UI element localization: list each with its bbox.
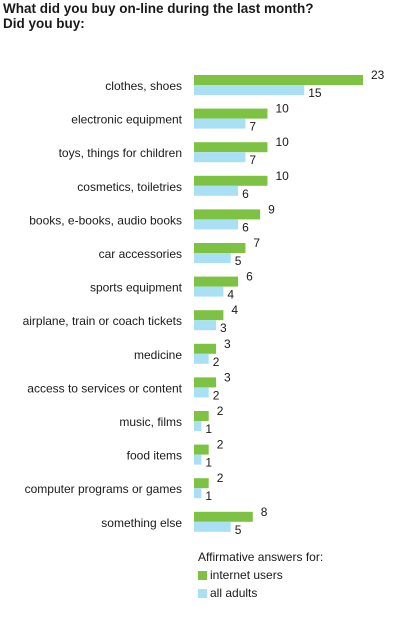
value-label-all-adults-computer-programs-or-games: 1 [205, 489, 212, 503]
value-label-all-adults-books-e-books-audio-books: 6 [242, 220, 249, 234]
category-label-access-to-services-or-content: access to services or content [27, 381, 182, 395]
value-label-internet-users-clothes-shoes: 23 [371, 68, 385, 82]
value-label-all-adults-medicine: 2 [213, 355, 220, 369]
value-label-internet-users-food-items: 2 [217, 438, 224, 452]
category-label-sports-equipment: sports equipment [90, 281, 183, 295]
value-label-internet-users-computer-programs-or-games: 2 [217, 471, 224, 485]
legend-swatch-internet-users [198, 570, 207, 580]
bar-internet-users-access-to-services-or-content [194, 377, 217, 388]
category-label-something-else: something else [101, 516, 182, 530]
bar-all-adults-airplane-train-or-coach-tickets [194, 320, 217, 331]
bar-internet-users-something-else [194, 511, 253, 522]
bar-internet-users-medicine [194, 343, 217, 354]
value-label-all-adults-something-else: 5 [235, 523, 242, 537]
category-label-medicine: medicine [134, 348, 182, 362]
bar-internet-users-airplane-train-or-coach-tickets [194, 310, 224, 321]
bar-all-adults-electronic-equipment [194, 118, 246, 129]
bar-all-adults-food-items [194, 454, 202, 465]
value-label-all-adults-toys-things-for-children: 7 [249, 153, 256, 167]
value-label-internet-users-medicine: 3 [224, 337, 231, 351]
category-label-electronic-equipment: electronic equipment [71, 113, 182, 127]
legend-heading: Affirmative answers for: [198, 550, 324, 564]
value-label-internet-users-books-e-books-audio-books: 9 [268, 202, 275, 216]
legend-swatch-all-adults [198, 588, 207, 598]
category-label-computer-programs-or-games: computer programs or games [25, 482, 182, 496]
bar-internet-users-car-accessories [194, 243, 246, 253]
bar-internet-users-computer-programs-or-games [194, 478, 209, 489]
value-label-internet-users-cosmetics-toiletries: 10 [275, 169, 289, 183]
value-label-all-adults-car-accessories: 5 [235, 254, 242, 268]
title-line-1: What did you buy on-line during the last… [3, 1, 314, 16]
bar-all-adults-something-else [194, 521, 231, 532]
value-label-internet-users-car-accessories: 7 [253, 236, 260, 250]
category-label-books-e-books-audio-books: books, e-books, audio books [29, 213, 182, 227]
category-label-clothes-shoes: clothes, shoes [105, 79, 182, 93]
category-label-car-accessories: car accessories [99, 247, 182, 261]
bar-all-adults-cosmetics-toiletries [194, 185, 239, 196]
legend-label-all-adults: all adults [210, 586, 258, 600]
value-label-internet-users-access-to-services-or-content: 3 [224, 370, 231, 384]
legend-item-internet-users: internet users [198, 566, 323, 584]
bar-all-adults-music-films [194, 421, 202, 431]
value-label-all-adults-music-films: 1 [205, 422, 212, 436]
bar-all-adults-clothes-shoes [194, 85, 305, 95]
legend-item-all-adults: all adults [198, 584, 323, 602]
bar-internet-users-sports-equipment [194, 276, 239, 287]
bar-internet-users-music-films [194, 411, 209, 421]
value-label-internet-users-sports-equipment: 6 [246, 270, 253, 284]
title-line-2: Did you buy: [3, 16, 85, 31]
value-label-all-adults-electronic-equipment: 7 [249, 120, 256, 134]
bar-all-adults-car-accessories [194, 253, 231, 263]
category-label-food-items: food items [127, 449, 182, 463]
bar-all-adults-sports-equipment [194, 286, 224, 297]
value-label-all-adults-cosmetics-toiletries: 6 [242, 187, 249, 201]
value-label-internet-users-airplane-train-or-coach-tickets: 4 [231, 303, 238, 317]
bar-internet-users-electronic-equipment [194, 108, 268, 119]
bar-all-adults-medicine [194, 353, 209, 364]
value-label-internet-users-electronic-equipment: 10 [275, 102, 289, 116]
bar-internet-users-books-e-books-audio-books [194, 209, 261, 220]
chart-title: What did you buy on-line during the last… [3, 1, 313, 31]
value-label-internet-users-music-films: 2 [217, 404, 224, 418]
bar-all-adults-computer-programs-or-games [194, 488, 202, 499]
category-label-airplane-train-or-coach-tickets: airplane, train or coach tickets [23, 314, 182, 328]
value-label-internet-users-toys-things-for-children: 10 [275, 135, 289, 149]
value-label-all-adults-airplane-train-or-coach-tickets: 3 [220, 321, 227, 335]
value-label-all-adults-sports-equipment: 4 [227, 288, 234, 302]
category-label-cosmetics-toiletries: cosmetics, toiletries [77, 180, 182, 194]
bar-internet-users-cosmetics-toiletries [194, 175, 268, 186]
bar-internet-users-clothes-shoes [194, 75, 363, 85]
category-label-toys-things-for-children: toys, things for children [59, 146, 182, 160]
bar-all-adults-access-to-services-or-content [194, 387, 209, 398]
value-label-all-adults-food-items: 1 [205, 456, 212, 470]
bar-all-adults-books-e-books-audio-books [194, 219, 239, 230]
legend: Affirmative answers for: internet users … [198, 548, 323, 602]
legend-label-internet-users: internet users [210, 568, 283, 582]
category-label-music-films: music, films [119, 415, 182, 429]
value-label-all-adults-clothes-shoes: 15 [308, 86, 322, 100]
bar-internet-users-food-items [194, 444, 209, 455]
bar-internet-users-toys-things-for-children [194, 142, 268, 153]
value-label-all-adults-access-to-services-or-content: 2 [213, 388, 220, 402]
bar-all-adults-toys-things-for-children [194, 152, 246, 163]
value-label-internet-users-something-else: 8 [261, 505, 268, 519]
